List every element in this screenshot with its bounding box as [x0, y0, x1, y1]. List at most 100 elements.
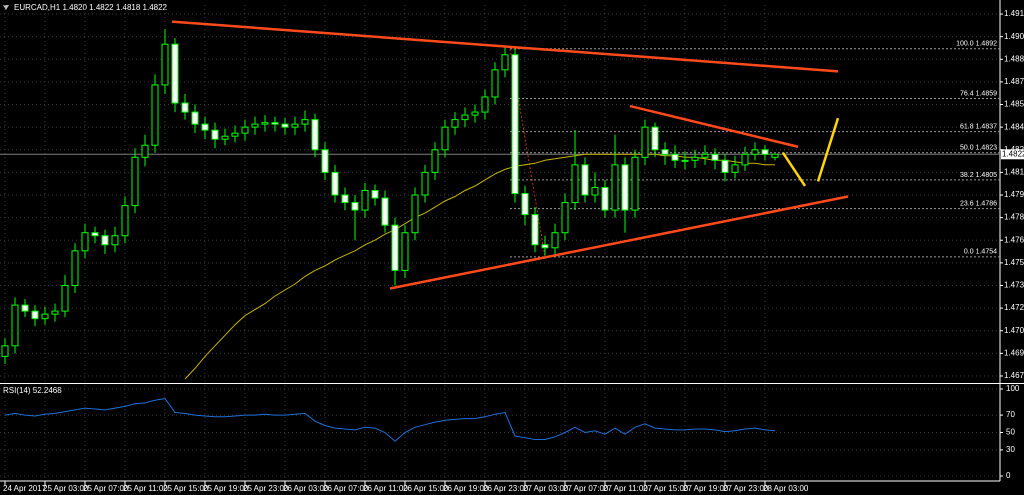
candle-body [761, 149, 769, 155]
candle-body [651, 126, 659, 151]
fibo-label: 38.2 1.4805 [960, 172, 997, 179]
x-tick-label: 28 Apr 03:00 [763, 484, 809, 493]
candle-body [431, 149, 439, 173]
candle-body [601, 186, 609, 211]
candle-body [171, 43, 179, 104]
candle-body [251, 123, 259, 128]
y-tick-label: 1.4735 [1004, 281, 1024, 290]
candle-body [771, 153, 779, 158]
candle-body [31, 310, 39, 320]
chart-title: EURCAD,H1 1.4820 1.4822 1.4818 1.4822 [14, 3, 168, 12]
y-tick-label: 1.4885 [1004, 54, 1024, 63]
candle-body [401, 232, 409, 271]
candle-body [81, 232, 89, 252]
y-tick-label: 1.4840 [1004, 122, 1024, 131]
y-tick-label: 1.4675 [1004, 371, 1024, 380]
candle-body [241, 126, 249, 134]
candle-body [501, 54, 509, 71]
candle-body [731, 164, 739, 173]
x-tick-label: 27 Apr 07:00 [563, 484, 609, 493]
y-tick-label: 1.4810 [1004, 167, 1024, 176]
y-tick-label: 1.4780 [1004, 213, 1024, 222]
y-tick-label: 1.4690 [1004, 348, 1024, 357]
y-tick-label: 1.4795 [1004, 190, 1024, 199]
candle-body [411, 194, 419, 234]
candle-body [231, 132, 239, 137]
candle-body [191, 111, 199, 125]
rsi-y-tick-label: 30 [1006, 445, 1015, 454]
trend-line [781, 152, 807, 187]
x-tick-label: 24 Apr 2017 [3, 484, 47, 493]
trend-line [816, 117, 840, 182]
trend-line [389, 195, 849, 290]
candle-body [741, 153, 749, 166]
candle-body [701, 153, 709, 158]
x-tick-label: 26 Apr 07:00 [323, 484, 369, 493]
candle-body [481, 96, 489, 113]
candle-body [51, 310, 59, 315]
candle-body [631, 156, 639, 211]
x-tick-label: 26 Apr 11:00 [363, 484, 408, 493]
candle-body [221, 135, 229, 140]
candle-body [571, 164, 579, 204]
candle-body [561, 202, 569, 234]
candle-body [461, 114, 469, 121]
candle-body [181, 102, 189, 113]
candle-body [521, 193, 529, 216]
x-tick-label: 25 Apr 19:00 [203, 484, 249, 493]
candle-body [41, 313, 49, 320]
trend-line [629, 104, 799, 148]
x-tick-label: 26 Apr 19:00 [443, 484, 489, 493]
candle-body [71, 250, 79, 286]
candle-body [391, 224, 399, 271]
x-tick-label: 27 Apr 15:00 [643, 484, 689, 493]
candle-body [121, 205, 129, 237]
candle-body [551, 232, 559, 249]
trend-line [171, 20, 839, 73]
candle-body [421, 171, 429, 196]
y-tick-label: 1.4705 [1004, 326, 1024, 335]
fibo-label: 0.0 1.4754 [964, 249, 997, 256]
candle-body [661, 149, 669, 155]
candle-body [11, 304, 19, 347]
candle-body [61, 284, 69, 312]
candle-body [301, 119, 309, 125]
candle-body [451, 119, 459, 128]
rsi-label: RSI(14) 52.2468 [3, 386, 62, 395]
candle-body [671, 153, 679, 161]
candle-body [91, 232, 99, 237]
candle-body [361, 189, 369, 211]
candle-body [21, 304, 29, 312]
fibo-label: 50.0 1.4823 [960, 145, 997, 152]
candle-body [471, 111, 479, 116]
candle-body [151, 84, 159, 146]
rsi-y-tick-label: 50 [1006, 428, 1015, 437]
candle-body [581, 164, 589, 196]
x-tick-label: 27 Apr 03:00 [523, 484, 569, 493]
rsi-y-tick-label: 70 [1006, 410, 1015, 419]
x-tick-label: 27 Apr 23:00 [723, 484, 769, 493]
candle-body [721, 159, 729, 173]
candle-body [591, 186, 599, 196]
candle-body [161, 43, 169, 86]
x-tick-label: 25 Apr 23:00 [243, 484, 289, 493]
candle-body [1, 345, 9, 357]
candle-body [291, 123, 299, 128]
candle-body [331, 171, 339, 196]
x-tick-label: 26 Apr 15:00 [403, 484, 449, 493]
x-tick-label: 27 Apr 11:00 [603, 484, 648, 493]
candle-body [491, 69, 499, 98]
candle-body [381, 197, 389, 226]
fibo-label: 23.6 1.4786 [960, 200, 997, 207]
candle-body [201, 123, 209, 131]
candle-body [371, 189, 379, 199]
current-price-box [1001, 149, 1024, 160]
y-tick-label: 1.4855 [1004, 100, 1024, 109]
x-tick-label: 26 Apr 03:00 [283, 484, 329, 493]
fibo-label: 100.0 1.4892 [956, 41, 997, 48]
title-icon [3, 5, 9, 10]
candle-body [101, 235, 109, 246]
fibo-label: 76.4 1.4859 [960, 90, 997, 97]
